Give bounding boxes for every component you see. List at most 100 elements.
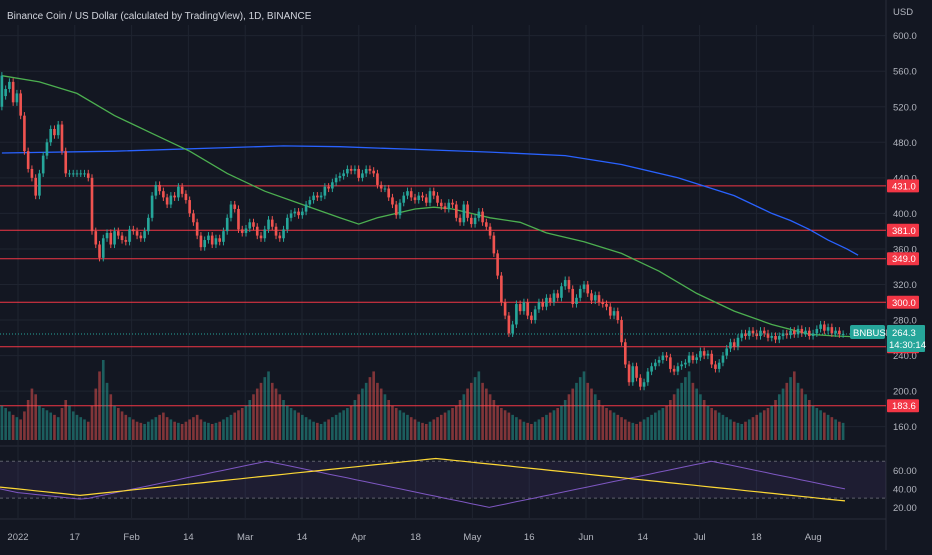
volume-bar: [691, 382, 695, 440]
volume-bar: [372, 371, 375, 440]
x-tick-label: Aug: [805, 532, 822, 543]
volume-bar: [135, 421, 139, 440]
volume-bar: [263, 377, 267, 440]
volume-bar: [132, 419, 135, 440]
volume-bar: [165, 417, 169, 440]
candle-body: [203, 240, 206, 248]
volume-bar: [815, 408, 819, 440]
volume-bar: [684, 377, 687, 440]
volume-bar: [304, 417, 308, 440]
volume-bar: [747, 419, 751, 440]
volume-bar: [218, 421, 222, 440]
volume-bar: [755, 414, 759, 440]
y-tick-label: 400.0: [893, 209, 917, 220]
candle-body: [406, 191, 409, 196]
volume-bar: [289, 408, 293, 440]
volume-bar: [702, 400, 706, 440]
candle-body: [361, 173, 364, 178]
x-tick-label: 14: [297, 532, 308, 543]
candle-body: [665, 355, 668, 358]
candlesticks: [0, 72, 845, 391]
volume-bar: [665, 405, 668, 440]
volume-bar: [364, 382, 368, 440]
volume-bar: [556, 408, 560, 440]
candle-body: [518, 304, 522, 312]
candle-body: [458, 217, 462, 223]
candle-body: [259, 235, 263, 239]
volume-bar: [515, 417, 518, 440]
volume-bars: [0, 360, 845, 440]
chart-title: Binance Coin / US Dollar (calculated by …: [7, 11, 312, 22]
volume-bar: [541, 417, 544, 440]
volume-bar: [560, 405, 563, 440]
level-price-label: 431.0: [892, 181, 916, 192]
candle-body: [642, 382, 646, 387]
volume-bar: [635, 424, 638, 440]
candle-body: [357, 168, 360, 178]
candle-body: [0, 75, 4, 107]
candle-body: [327, 186, 330, 189]
candle-body: [578, 288, 582, 298]
volume-bar: [545, 414, 548, 440]
volume-bar: [240, 408, 244, 440]
volume-bar: [481, 382, 484, 440]
candle-body: [147, 217, 150, 232]
candle-body: [240, 229, 244, 233]
level-price-label: 381.0: [892, 226, 916, 237]
candle-body: [635, 366, 638, 378]
candle-body: [184, 193, 188, 201]
candle-body: [443, 206, 447, 209]
candle-body: [195, 222, 199, 236]
volume-bar: [150, 419, 154, 440]
candle-body: [744, 333, 747, 337]
volume-bar: [45, 410, 49, 440]
candle-body: [597, 295, 601, 303]
volume-bar: [222, 419, 225, 440]
candle-body: [804, 330, 807, 334]
candle-body: [162, 191, 165, 198]
moving-average-line: [1, 75, 859, 338]
candle-body: [154, 184, 158, 196]
candle-body: [173, 195, 176, 198]
candle-body: [500, 275, 503, 303]
candle-body: [616, 311, 620, 321]
volume-bar: [792, 371, 796, 440]
candle-body: [75, 173, 79, 175]
candle-body: [316, 195, 319, 198]
volume-bar: [312, 421, 315, 440]
volume-bar: [732, 421, 736, 440]
volume-bar: [721, 414, 725, 440]
volume-bar: [736, 422, 740, 440]
candle-body: [582, 284, 586, 289]
candle-body: [379, 184, 383, 189]
candle-body: [255, 226, 259, 236]
volume-bar: [225, 417, 229, 440]
volume-bar: [676, 388, 680, 440]
candle-body: [661, 355, 665, 361]
volume-bar: [86, 421, 90, 440]
volume-bar: [447, 410, 451, 440]
candle-body: [124, 240, 128, 242]
volume-bar: [214, 422, 218, 440]
candle-body: [522, 302, 526, 312]
volume-bar: [466, 388, 469, 440]
time-axis: 2022 17 Feb 14 Mar 14 Apr 18 May 16 Jun 14 Jul 18 Aug: [7, 532, 821, 543]
candle-body: [781, 333, 785, 337]
volume-bar: [274, 388, 278, 440]
candle-body: [38, 173, 41, 196]
level-price-badge: [887, 179, 919, 193]
volume-bar: [796, 382, 800, 440]
volume-bar: [128, 417, 131, 440]
candle-body: [4, 88, 7, 97]
rsi-line: [0, 460, 846, 508]
candle-body: [454, 204, 458, 218]
volume-bar: [424, 424, 428, 440]
candle-body: [541, 302, 544, 307]
level-price-badge: [887, 399, 919, 413]
candle-body: [116, 231, 120, 236]
candle-body: [545, 297, 548, 307]
candle-body: [537, 302, 541, 310]
volume-bar: [751, 417, 755, 440]
candle-body: [620, 320, 623, 343]
